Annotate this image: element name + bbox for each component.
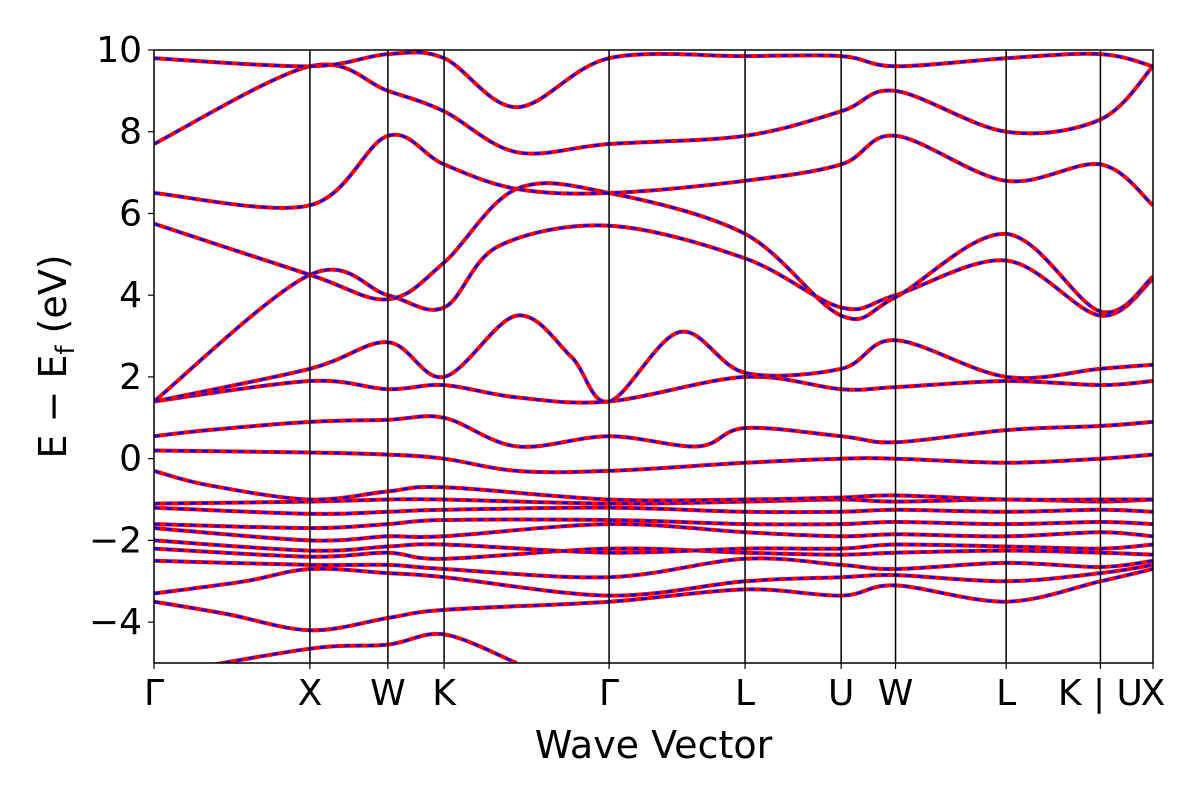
y-axis-title-subscript: f <box>51 345 81 355</box>
band-line-red-8 <box>154 505 1153 516</box>
y-axis-ticks: −4 −2 0 2 4 6 8 10 <box>89 30 154 643</box>
band-line-blue-1 <box>154 567 1153 632</box>
band-line-red-3 <box>154 556 1153 580</box>
plot-frame <box>153 49 1154 664</box>
y-axis-title-main: E − E <box>31 355 75 459</box>
band-line-red-18 <box>154 62 1153 156</box>
y-tick-label: 0 <box>119 439 142 480</box>
band-line-blue-12 <box>154 414 1153 449</box>
band-line-red-6 <box>154 522 1153 543</box>
x-tick-label: Γ <box>144 673 164 714</box>
x-tick-label: L <box>735 673 755 714</box>
band-line-blue-14 <box>154 314 1153 403</box>
y-axis-title: E − Ef (eV) <box>31 254 81 458</box>
band-line-red-14 <box>154 313 1153 404</box>
x-tick-label: X <box>298 673 323 714</box>
y-axis-title-unit: (eV) <box>31 254 75 345</box>
x-tick-label: W <box>370 673 406 714</box>
x-tick-label: Γ <box>599 673 619 714</box>
x-tick-label: K <box>432 673 457 714</box>
x-tick-label: U <box>828 673 854 714</box>
band-line-red-11 <box>154 448 1153 475</box>
x-axis-title: Wave Vector <box>535 723 773 767</box>
band-line-blue-16 <box>154 181 1153 321</box>
y-tick-label: 4 <box>119 275 142 316</box>
y-tick-label: 8 <box>119 112 142 153</box>
y-tick-label: 6 <box>119 193 142 234</box>
band-line-red-1 <box>154 567 1153 633</box>
x-tick-label: K | U <box>1058 673 1143 714</box>
band-line-blue-19 <box>154 51 1153 109</box>
band-line-red-5 <box>154 538 1153 555</box>
band-line-red-16 <box>154 181 1153 322</box>
band-line-blue-17 <box>154 133 1153 210</box>
y-tick-label: 2 <box>119 357 142 398</box>
band-line-blue-0 <box>215 632 518 663</box>
x-tick-label: W <box>878 673 914 714</box>
band-line-red-17 <box>154 132 1153 210</box>
band-line-red-10 <box>154 468 1153 503</box>
y-tick-label: −4 <box>89 602 142 643</box>
band-line-blue-10 <box>154 469 1153 502</box>
band-line-red-7 <box>154 517 1153 531</box>
y-tick-label: 10 <box>96 30 142 71</box>
band-lines <box>154 50 1153 663</box>
band-line-red-19 <box>154 50 1153 110</box>
x-tick-label: X <box>1141 673 1166 714</box>
y-tick-label: −2 <box>89 520 142 561</box>
x-tick-label: L <box>996 673 1016 714</box>
kpoint-divider-lines <box>309 50 1102 663</box>
